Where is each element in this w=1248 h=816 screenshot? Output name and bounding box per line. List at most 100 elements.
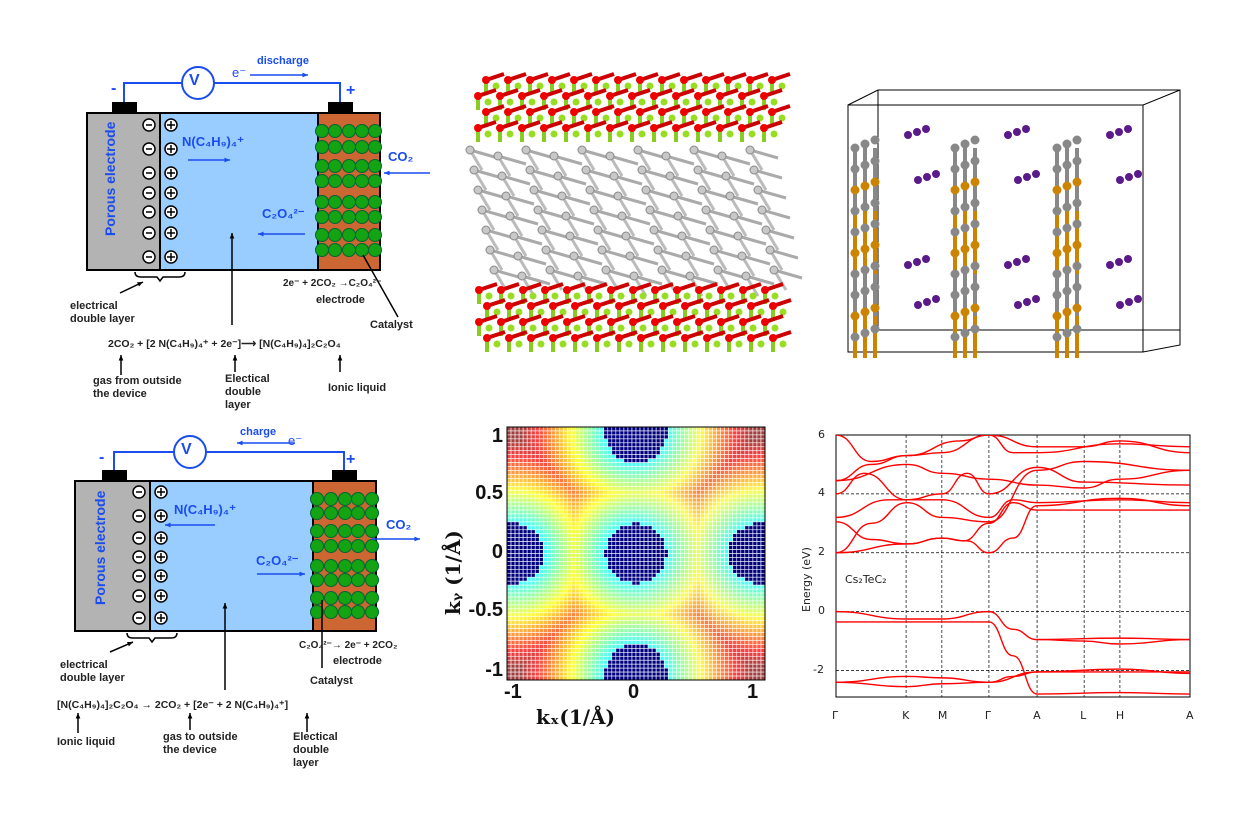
heatmap-cell — [631, 497, 637, 503]
heatmap-cell — [607, 529, 613, 535]
heatmap-cell — [631, 636, 637, 641]
heatmap-cell — [571, 561, 576, 566]
heatmap-cell — [667, 592, 673, 598]
heatmap-cell — [595, 446, 601, 452]
heatmap-cell — [744, 545, 750, 550]
heatmap-cell — [667, 616, 673, 622]
heatmap-cell — [671, 517, 677, 523]
heatmap-cell — [571, 580, 576, 586]
heatmap-cell — [667, 549, 673, 554]
heatmap-cell — [567, 446, 572, 452]
heatmap-cell — [643, 628, 649, 633]
heatmap-cell — [563, 636, 568, 641]
heatmap-cell — [547, 434, 552, 440]
metal-bond — [601, 248, 631, 260]
heatmap-cell — [663, 462, 669, 467]
heatmap-cell — [684, 545, 689, 550]
heatmap-cell — [680, 537, 685, 542]
heatmap-cell — [736, 655, 742, 661]
heatmap-cell — [696, 462, 701, 467]
heatmap-cell — [728, 541, 734, 546]
heatmap-cell — [627, 655, 633, 661]
cesium-atom — [1022, 255, 1030, 263]
heatmap-cell — [547, 632, 552, 637]
heatmap-cell — [659, 489, 665, 495]
heatmap-cell — [696, 470, 701, 475]
heatmap-cell — [547, 513, 552, 519]
metal-atom-green — [734, 82, 742, 90]
heatmap-cell — [571, 608, 576, 614]
heatmap-cell — [538, 628, 544, 633]
heatmap-cell — [639, 628, 645, 633]
heatmap-cell — [534, 640, 540, 645]
heatmap-cell — [615, 545, 621, 550]
metal-bond — [473, 168, 503, 180]
heatmap-cell — [680, 557, 685, 562]
heatmap-cell — [728, 659, 734, 665]
oxygen-atom — [496, 124, 504, 132]
heatmap-cell — [603, 438, 609, 444]
heatmap-cell — [728, 632, 734, 637]
heatmap-cell — [716, 493, 721, 499]
heatmap-cell — [571, 620, 576, 625]
heatmap-cell — [659, 620, 665, 625]
heatmap-cell — [659, 612, 665, 618]
heatmap-cell — [663, 478, 669, 483]
heatmap-cell — [506, 517, 512, 523]
heatmap-cell — [676, 576, 681, 582]
heatmap-cell — [514, 493, 520, 499]
heatmap-cell — [579, 501, 584, 507]
heatmap-cell — [748, 537, 754, 542]
heatmap-cell — [676, 612, 681, 618]
heatmap-cell — [716, 541, 721, 546]
heatmap-cell — [655, 549, 661, 554]
heatmap-cell — [696, 636, 701, 641]
heatmap-cell — [631, 655, 637, 661]
heatmap-cell — [619, 655, 625, 661]
heatmap-cell — [595, 561, 601, 566]
heatmap-cell — [684, 458, 689, 463]
heatmap-cell — [655, 596, 661, 602]
heatmap-cell — [623, 430, 629, 436]
heatmap-cell — [575, 470, 580, 475]
heatmap-cell — [599, 644, 605, 649]
heatmap-cell — [688, 580, 693, 586]
heatmap-cell — [720, 434, 725, 440]
heatmap-cell — [667, 541, 673, 546]
heatmap-cell — [571, 636, 576, 641]
heatmap-cell — [583, 509, 588, 515]
metal-atom — [681, 251, 691, 261]
heatmap-cell — [538, 636, 544, 641]
heatmap-cell — [627, 580, 633, 586]
heatmap-cell — [595, 529, 601, 535]
heatmap-cell — [728, 489, 734, 495]
heatmap-cell — [671, 462, 677, 467]
heatmap-cell — [559, 553, 564, 558]
heatmap-cell — [684, 600, 689, 606]
heatmap-cell — [732, 501, 738, 507]
heatmap-cell — [611, 565, 617, 570]
heatmap-cell — [647, 529, 653, 535]
heatmap-cell — [619, 663, 625, 669]
heatmap-cell — [732, 521, 738, 527]
heatmap-cell — [607, 446, 613, 452]
oxygen-atom — [739, 286, 747, 294]
heatmap-cell — [627, 478, 633, 483]
heatmap-cell — [708, 454, 713, 459]
metal-atom-green — [668, 114, 676, 122]
heatmap-cell — [542, 509, 548, 515]
heatmap-cell — [514, 612, 520, 618]
heatmap-cell — [575, 485, 580, 491]
heatmap-cell — [712, 608, 717, 614]
heatmap-cell — [732, 561, 738, 566]
heatmap-cell — [647, 525, 653, 531]
heatmap-cell — [676, 644, 681, 649]
heatmap-cell — [720, 529, 725, 535]
heatmap-cell — [587, 655, 592, 661]
heatmap-cell — [732, 616, 738, 622]
heatmap-cell — [736, 450, 742, 455]
oxygen-atom — [482, 108, 490, 116]
heatmap-cell — [623, 640, 629, 645]
heatmap-cell — [708, 604, 713, 610]
heatmap-cell — [680, 569, 685, 574]
